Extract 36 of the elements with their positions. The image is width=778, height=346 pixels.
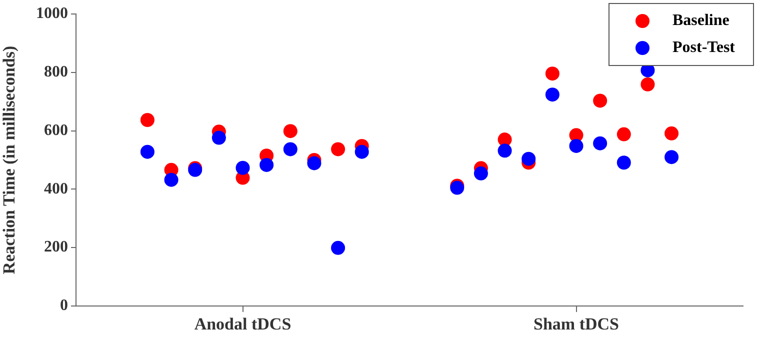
point (140, 112, 154, 127)
point (545, 66, 560, 81)
point (140, 144, 154, 159)
point (331, 240, 346, 255)
point (569, 138, 584, 153)
point (260, 158, 274, 172)
point (545, 88, 560, 102)
point (616, 156, 631, 170)
y-tick-label: 800 (44, 64, 68, 81)
y-axis-title: Reaction Time (in milliseconds) (0, 46, 19, 274)
point (640, 77, 655, 92)
point (664, 126, 679, 140)
point (474, 166, 488, 180)
point (593, 136, 608, 150)
x-tick-label: Anodal tDCS (194, 314, 292, 334)
y-tick-label: 0 (60, 297, 68, 314)
point (236, 160, 250, 175)
point (522, 152, 536, 166)
point (664, 150, 679, 164)
point (616, 127, 631, 142)
y-tick-label: 400 (44, 180, 68, 198)
point (498, 144, 512, 158)
point (307, 156, 322, 170)
y-tick-label: 200 (44, 238, 68, 256)
y-tick-label: 1000 (36, 5, 68, 22)
point (283, 124, 298, 138)
point (283, 142, 298, 156)
point (212, 130, 226, 145)
point (164, 172, 178, 187)
legend-label: Post-Test (672, 39, 736, 56)
point (354, 144, 369, 159)
x-tick-label: Sham tDCS (534, 314, 619, 334)
point (331, 142, 346, 156)
point (593, 94, 608, 108)
y-tick-label: 600 (44, 122, 68, 139)
legend-label: Baseline (672, 12, 730, 30)
